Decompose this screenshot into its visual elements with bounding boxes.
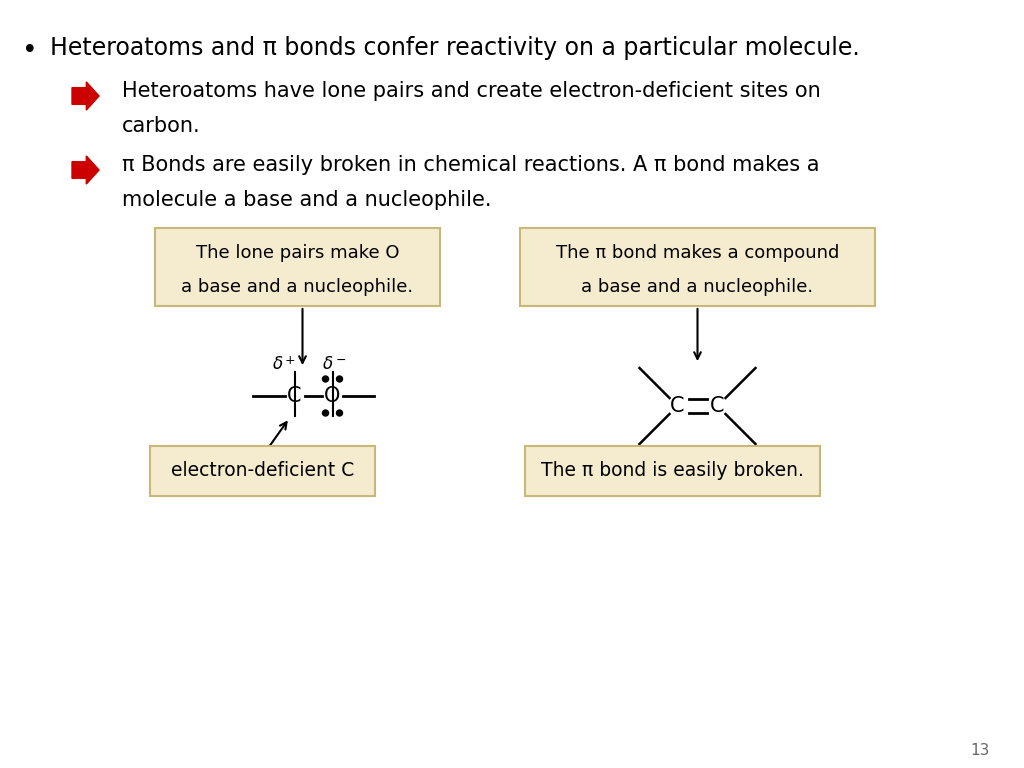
Text: electron-deficient C: electron-deficient C	[171, 462, 354, 481]
Text: Heteroatoms and π bonds confer reactivity on a particular molecule.: Heteroatoms and π bonds confer reactivit…	[50, 36, 860, 60]
Text: a base and a nucleophile.: a base and a nucleophile.	[181, 278, 414, 296]
FancyBboxPatch shape	[520, 228, 874, 306]
Text: −: −	[335, 353, 346, 366]
Circle shape	[337, 410, 342, 416]
Text: The π bond makes a compound: The π bond makes a compound	[556, 244, 840, 263]
FancyBboxPatch shape	[150, 446, 375, 496]
Text: π Bonds are easily broken in chemical reactions. A π bond makes a: π Bonds are easily broken in chemical re…	[122, 155, 819, 175]
Text: The π bond is easily broken.: The π bond is easily broken.	[541, 462, 804, 481]
Text: Heteroatoms have lone pairs and create electron-deficient sites on: Heteroatoms have lone pairs and create e…	[122, 81, 821, 101]
Text: •: •	[22, 38, 38, 64]
Text: +: +	[285, 353, 295, 366]
Text: a base and a nucleophile.: a base and a nucleophile.	[582, 278, 813, 296]
Text: C: C	[711, 396, 725, 416]
FancyBboxPatch shape	[155, 228, 440, 306]
Polygon shape	[72, 156, 99, 184]
Text: O: O	[325, 386, 341, 406]
Text: C: C	[671, 396, 685, 416]
Text: C: C	[288, 386, 302, 406]
Text: 13: 13	[971, 743, 990, 758]
Circle shape	[337, 376, 342, 382]
Text: molecule a base and a nucleophile.: molecule a base and a nucleophile.	[122, 190, 492, 210]
Text: δ: δ	[272, 355, 283, 373]
Circle shape	[323, 376, 329, 382]
Polygon shape	[72, 82, 99, 110]
Text: carbon.: carbon.	[122, 116, 201, 136]
Text: δ: δ	[323, 355, 333, 373]
FancyBboxPatch shape	[525, 446, 820, 496]
Text: The lone pairs make O: The lone pairs make O	[196, 244, 399, 263]
Circle shape	[323, 410, 329, 416]
